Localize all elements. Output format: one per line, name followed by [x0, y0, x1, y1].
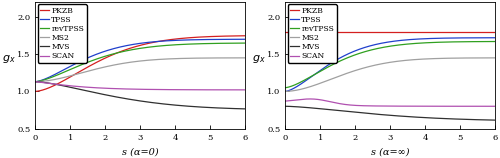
Legend: PKZB, TPSS, revTPSS, MS2, MVS, SCAN: PKZB, TPSS, revTPSS, MS2, MVS, SCAN	[38, 4, 86, 63]
Legend: PKZB, TPSS, revTPSS, MS2, MVS, SCAN: PKZB, TPSS, revTPSS, MS2, MVS, SCAN	[288, 4, 337, 63]
Y-axis label: $g_x$: $g_x$	[252, 53, 266, 65]
Y-axis label: $g_x$: $g_x$	[2, 53, 16, 65]
X-axis label: s (α=0): s (α=0)	[122, 147, 158, 156]
X-axis label: s (α=∞): s (α=∞)	[371, 147, 410, 156]
